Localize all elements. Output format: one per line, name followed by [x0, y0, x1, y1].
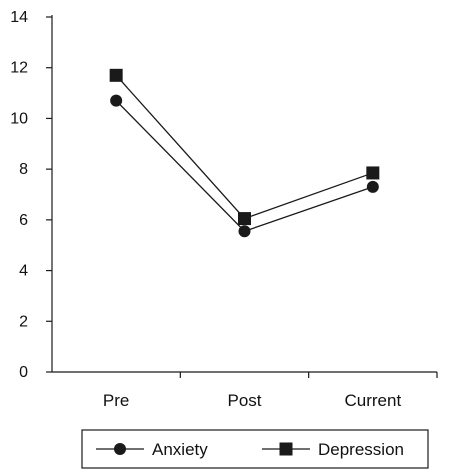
axes: 0 2 4 6 8 10 12 14 Pre Post Current: [10, 9, 438, 410]
y-tick-label: 8: [19, 161, 28, 178]
series-line-depression: [115, 74, 374, 220]
series-anxiety: [110, 94, 379, 238]
data-point-depression: [109, 68, 123, 82]
data-point-depression: [366, 166, 380, 180]
y-tick-label: 2: [19, 313, 28, 330]
x-tick-label: Post: [227, 391, 261, 410]
x-tick-label: Pre: [103, 391, 129, 410]
legend-entry-anxiety: Anxiety: [96, 440, 208, 459]
y-tick-label: 14: [10, 9, 28, 26]
data-point-anxiety: [110, 94, 123, 107]
data-point-anxiety: [238, 225, 251, 238]
y-tick-label: 4: [19, 263, 28, 280]
y-tick-label: 6: [19, 212, 28, 229]
data-point-anxiety: [366, 180, 379, 193]
data-point-depression: [238, 212, 251, 226]
x-tick-label: Current: [344, 391, 401, 410]
legend-marker: [114, 443, 126, 455]
y-tick-label: 10: [10, 110, 28, 127]
series-line-anxiety: [115, 100, 374, 233]
y-tick-label: 0: [19, 364, 28, 381]
legend-marker: [279, 442, 293, 456]
legend: Anxiety Depression: [81, 429, 429, 469]
series-depression: [109, 68, 380, 226]
legend-entry-depression: Depression: [262, 440, 404, 459]
y-tick-label: 12: [10, 60, 28, 77]
series-layer: [109, 68, 380, 238]
legend-label: Depression: [318, 440, 404, 459]
legend-label: Anxiety: [152, 440, 208, 459]
